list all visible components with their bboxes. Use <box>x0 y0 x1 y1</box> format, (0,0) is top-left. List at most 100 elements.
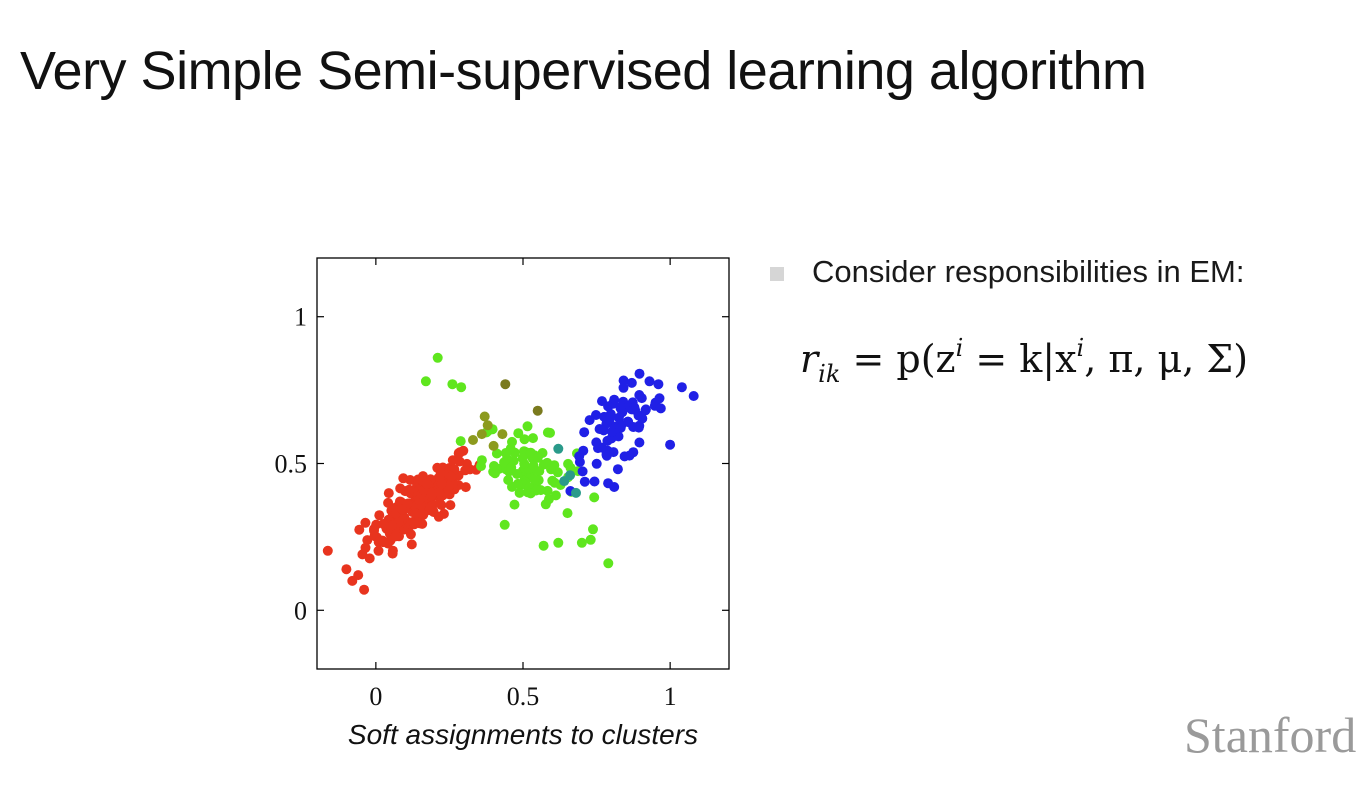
data-point <box>436 478 447 489</box>
data-point <box>618 382 629 393</box>
data-point <box>387 520 398 531</box>
data-point <box>525 447 536 458</box>
formula-lhs: r <box>800 337 819 381</box>
data-point <box>665 439 676 450</box>
data-point <box>634 368 645 379</box>
data-point <box>460 482 471 493</box>
data-point <box>416 508 427 519</box>
data-point <box>571 487 581 498</box>
data-point <box>633 422 644 433</box>
data-point <box>584 415 595 426</box>
data-point <box>576 537 587 548</box>
formula-sup-2: i <box>1076 334 1085 362</box>
data-point <box>624 450 635 461</box>
bullet-text: Consider responsibilities in EM: <box>812 254 1245 289</box>
formula-lhs-sub: ik <box>818 360 841 388</box>
data-point <box>547 475 558 486</box>
data-point <box>577 466 588 477</box>
data-point <box>341 564 352 575</box>
data-point <box>497 429 508 440</box>
data-point <box>398 473 409 484</box>
data-point <box>654 393 665 404</box>
data-point <box>359 584 370 595</box>
data-point <box>489 461 499 471</box>
data-point <box>676 382 687 393</box>
data-point <box>532 452 543 463</box>
x-tick-label: 0.5 <box>507 682 540 711</box>
formula-rhs-mid: = k|x <box>963 337 1077 381</box>
data-point <box>506 462 517 473</box>
data-point <box>507 436 517 447</box>
data-point <box>447 379 458 390</box>
data-point <box>574 457 585 467</box>
data-point <box>545 427 555 438</box>
data-point <box>612 464 623 475</box>
data-point <box>360 517 371 528</box>
data-point <box>589 492 600 503</box>
data-point <box>438 508 449 519</box>
formula-rhs-suffix: , π, μ, Σ) <box>1084 337 1249 381</box>
data-point <box>347 575 358 586</box>
data-point <box>525 488 536 499</box>
data-point <box>476 455 487 466</box>
data-point <box>369 524 379 534</box>
data-point <box>528 460 539 471</box>
data-point <box>354 524 365 535</box>
data-point <box>618 375 629 386</box>
data-point <box>503 475 514 485</box>
data-point <box>655 403 666 414</box>
data-point <box>397 504 407 515</box>
bullet-square-icon <box>770 267 784 281</box>
data-point <box>588 524 598 535</box>
data-point <box>406 539 417 550</box>
data-point <box>374 510 385 521</box>
stanford-watermark: Stanford <box>1184 707 1357 763</box>
x-tick-label: 1 <box>664 682 677 711</box>
data-points <box>322 352 699 595</box>
data-point <box>409 519 420 530</box>
data-point <box>637 413 648 424</box>
data-point <box>591 458 602 469</box>
data-point <box>688 391 699 401</box>
formula-rhs-prefix: = p(z <box>852 337 956 381</box>
data-point <box>426 489 437 499</box>
data-point <box>378 537 389 548</box>
formula-sup-1: i <box>955 334 964 362</box>
data-point <box>482 420 493 431</box>
data-point <box>509 499 520 510</box>
data-point <box>476 429 487 440</box>
y-tick-label: 0.5 <box>275 450 308 479</box>
data-point <box>615 401 626 412</box>
data-point <box>589 476 600 487</box>
data-point <box>499 457 510 468</box>
data-point <box>517 453 528 464</box>
data-point <box>601 450 612 461</box>
data-point <box>579 476 590 487</box>
data-point <box>644 376 655 387</box>
data-point <box>373 545 384 556</box>
x-tick-label: 0 <box>369 682 382 711</box>
data-point <box>491 448 502 459</box>
data-point <box>362 535 373 546</box>
data-point <box>322 545 333 556</box>
data-point <box>432 352 443 363</box>
data-point <box>538 540 549 551</box>
data-point <box>640 404 651 415</box>
data-point <box>513 428 524 439</box>
responsibility-formula: rik = p(zi = k|xi, π, μ, Σ) <box>800 334 1248 388</box>
data-point <box>468 435 478 445</box>
data-point <box>519 434 530 445</box>
data-point <box>499 519 510 530</box>
data-point <box>615 422 626 433</box>
data-point <box>607 426 617 437</box>
data-point <box>455 436 466 447</box>
y-tick-label: 0 <box>294 596 307 625</box>
data-point <box>579 427 590 438</box>
data-point <box>383 488 394 499</box>
data-point <box>623 417 633 427</box>
data-point <box>585 534 596 545</box>
data-point <box>364 553 375 564</box>
data-point <box>500 379 511 390</box>
data-point <box>603 558 614 569</box>
